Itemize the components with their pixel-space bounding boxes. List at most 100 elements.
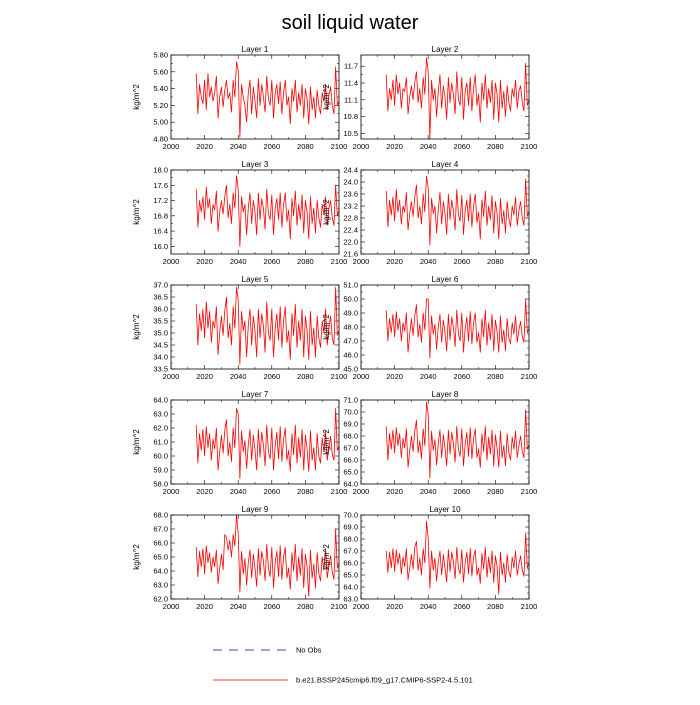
x-tick-label: 2040 <box>420 602 437 611</box>
series-line <box>385 175 530 246</box>
y-tick-label: 63.0 <box>343 595 358 604</box>
y-tick-label: 69.0 <box>343 523 358 532</box>
x-tick-label: 2060 <box>263 602 280 611</box>
y-tick-label: 24.4 <box>343 166 358 175</box>
y-tick-label: 46.0 <box>343 351 358 360</box>
x-tick-label: 2000 <box>163 602 180 611</box>
panel-title: Layer 1 <box>242 45 269 54</box>
x-tick-label: 2080 <box>297 142 314 151</box>
x-tick-label: 2020 <box>196 142 213 151</box>
y-tick-label: 64.0 <box>153 396 168 405</box>
y-tick-label: 11.1 <box>344 95 358 104</box>
legend-label-no-obs: No Obs <box>296 646 322 655</box>
x-tick-label: 2040 <box>230 602 247 611</box>
x-tick-label: 2040 <box>420 487 437 496</box>
y-tick-label: 33.5 <box>153 365 168 374</box>
plot-frame <box>360 399 530 485</box>
x-tick-label: 2100 <box>331 372 348 381</box>
y-tick-label: 5.20 <box>153 101 168 110</box>
y-tick-label: 21.6 <box>343 250 358 259</box>
x-tick-label: 2100 <box>331 602 348 611</box>
y-tick-label: 66.0 <box>343 559 358 568</box>
panel-layer-5: Layer 5 kg/m^2 2000 2020 2040 2060 2080 2100 33.… <box>132 275 347 381</box>
y-tick-label: 61.0 <box>153 438 168 447</box>
y-tick-label: 64.0 <box>153 567 168 576</box>
y-tick-label: 5.60 <box>153 67 168 76</box>
legend: No Obs b.e21.BSSP245cmip6.f09_g17.CMIP6-… <box>213 646 473 685</box>
panel-title: Layer 2 <box>432 45 459 54</box>
x-tick-label: 2040 <box>230 487 247 496</box>
panel-title: Layer 10 <box>429 505 461 514</box>
x-tick-label: 2040 <box>420 257 437 266</box>
y-tick-label: 71.0 <box>343 396 358 405</box>
y-axis-label: kg/m^2 <box>132 199 141 225</box>
x-tick-label: 2020 <box>386 142 403 151</box>
x-tick-label: 2080 <box>297 257 314 266</box>
y-tick-label: 11.4 <box>344 79 358 88</box>
y-tick-label: 10.5 <box>343 129 358 138</box>
y-tick-label: 34.0 <box>153 353 168 362</box>
legend-item-model-run: b.e21.BSSP245cmip6.f09_g17.CMIP6-SSP2-4.… <box>213 676 473 685</box>
y-tick-label: 67.0 <box>343 547 358 556</box>
y-tick-label: 49.0 <box>343 309 358 318</box>
y-tick-label: 37.0 <box>153 281 168 290</box>
series-line <box>195 175 340 247</box>
y-tick-label: 67.0 <box>343 444 358 453</box>
plot-frame <box>170 284 340 370</box>
y-axis-label: kg/m^2 <box>322 314 331 340</box>
y-axis-label: kg/m^2 <box>132 429 141 455</box>
x-tick-label: 2100 <box>521 602 538 611</box>
plot-frame <box>170 54 340 140</box>
x-tick-label: 2000 <box>163 487 180 496</box>
x-tick-label: 2000 <box>163 372 180 381</box>
x-tick-label: 2060 <box>263 257 280 266</box>
series-line <box>195 407 340 479</box>
y-tick-label: 65.0 <box>153 553 168 562</box>
x-tick-label: 2100 <box>331 257 348 266</box>
y-tick-label: 17.6 <box>153 181 168 190</box>
plot-frame <box>170 169 340 255</box>
x-tick-label: 2100 <box>331 487 348 496</box>
panel-title: Layer 6 <box>432 275 459 284</box>
x-tick-label: 2060 <box>263 487 280 496</box>
y-tick-label: 68.0 <box>343 432 358 441</box>
y-tick-label: 23.6 <box>343 190 358 199</box>
x-tick-label: 2100 <box>521 487 538 496</box>
x-tick-label: 2020 <box>196 487 213 496</box>
x-tick-label: 2060 <box>263 372 280 381</box>
x-tick-label: 2000 <box>353 602 370 611</box>
panel-title: Layer 4 <box>432 160 459 169</box>
panel-layer-9: Layer 9 kg/m^2 2000 2020 2040 2060 2080 2100 62.… <box>132 505 347 611</box>
x-tick-label: 2080 <box>297 602 314 611</box>
y-tick-label: 22.8 <box>343 214 358 223</box>
x-tick-label: 2020 <box>386 257 403 266</box>
y-tick-label: 36.0 <box>153 305 168 314</box>
x-tick-label: 2080 <box>297 487 314 496</box>
x-tick-label: 2040 <box>420 372 437 381</box>
x-tick-label: 2020 <box>386 602 403 611</box>
panel-title: Layer 9 <box>242 505 269 514</box>
x-tick-label: 2020 <box>386 487 403 496</box>
y-tick-label: 23.2 <box>343 202 358 211</box>
y-tick-label: 68.0 <box>343 535 358 544</box>
y-tick-label: 17.2 <box>153 196 168 205</box>
y-tick-label: 4.80 <box>153 135 168 144</box>
panel-layer-7: Layer 7 kg/m^2 2000 2020 2040 2060 2080 2100 58.… <box>132 390 347 496</box>
x-tick-label: 2100 <box>521 142 538 151</box>
panel-layer-2: Layer 2 kg/m^2 2000 2020 2040 2060 2080 2100 10.… <box>322 45 537 151</box>
panel-layer-3: Layer 3 kg/m^2 2000 2020 2040 2060 2080 2100 16.… <box>132 160 347 266</box>
y-tick-label: 66.0 <box>153 539 168 548</box>
y-tick-label: 67.0 <box>153 525 168 534</box>
x-tick-label: 2080 <box>487 602 504 611</box>
legend-item-no-obs: No Obs <box>213 646 322 655</box>
x-tick-label: 2060 <box>453 602 470 611</box>
series-line <box>385 298 530 359</box>
y-tick-label: 11.7 <box>344 62 358 71</box>
y-tick-label: 62.0 <box>153 595 168 604</box>
panel-title: Layer 7 <box>242 390 269 399</box>
